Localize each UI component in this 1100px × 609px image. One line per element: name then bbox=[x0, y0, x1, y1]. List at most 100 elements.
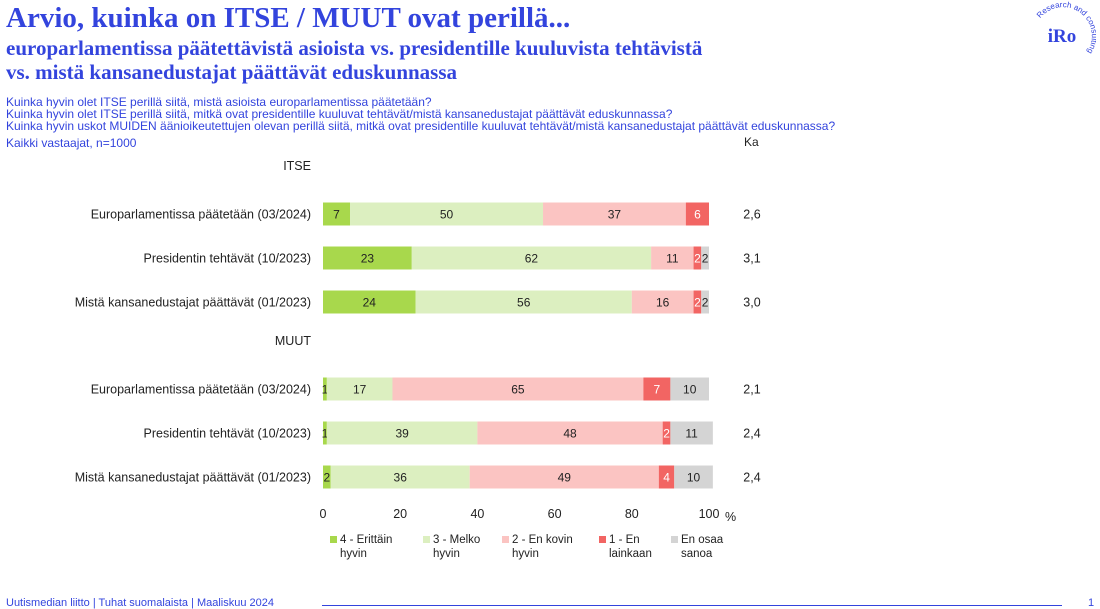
x-tick-label: 20 bbox=[393, 507, 407, 521]
footer-divider bbox=[322, 605, 1062, 606]
mean-value: 3,0 bbox=[743, 296, 760, 310]
data-label: 65 bbox=[511, 383, 525, 397]
data-label: 39 bbox=[395, 427, 409, 441]
category-label: Mistä kansanedustajat päättävät (01/2023… bbox=[75, 471, 311, 485]
data-label: 2 bbox=[702, 252, 709, 266]
mean-value: 2,4 bbox=[743, 471, 760, 485]
data-label: 7 bbox=[654, 383, 661, 397]
legend-label: 1 - En lainkaan bbox=[609, 534, 652, 560]
category-label: Presidentin tehtävät (10/2023) bbox=[144, 252, 311, 266]
data-label: 48 bbox=[563, 427, 577, 441]
page-title: Arvio, kuinka on ITSE / MUUT ovat perill… bbox=[6, 2, 571, 34]
bar-segment bbox=[323, 246, 412, 270]
x-tick-label: 40 bbox=[470, 507, 484, 521]
bar-segment bbox=[701, 290, 709, 314]
bar-segment bbox=[323, 202, 351, 226]
bar-segment bbox=[469, 465, 659, 489]
subtitle-line-1: europarlamentissa päätettävistä asioista… bbox=[6, 36, 703, 60]
legend-item: 3 - Melko hyvin bbox=[423, 533, 502, 561]
x-tick-label: 0 bbox=[320, 507, 327, 521]
bar-segment bbox=[670, 421, 713, 445]
bar-segment bbox=[658, 465, 675, 489]
data-label: 49 bbox=[558, 471, 572, 485]
data-label: 10 bbox=[683, 383, 697, 397]
bar-segment bbox=[326, 421, 478, 445]
page-subtitle: europarlamentissa päätettävistä asioista… bbox=[6, 36, 702, 84]
sample-description: Kaikki vastaajat, n=1000 bbox=[6, 136, 137, 150]
mean-value: 2,6 bbox=[743, 208, 760, 222]
bar-segment bbox=[323, 421, 327, 445]
legend-swatch bbox=[671, 536, 678, 543]
question-line-2: Kuinka hyvin olet ITSE perillä siitä, mi… bbox=[6, 107, 673, 121]
legend-item: 4 - Erittäin hyvin bbox=[330, 533, 423, 561]
data-label: 16 bbox=[656, 296, 670, 310]
bar-segment bbox=[323, 465, 331, 489]
data-label: 11 bbox=[685, 427, 698, 441]
bar-segment bbox=[693, 246, 702, 270]
data-label: 1 bbox=[322, 427, 329, 441]
group-label: MUUT bbox=[275, 334, 311, 348]
bar-segment bbox=[701, 246, 709, 270]
bar-segment bbox=[350, 202, 544, 226]
group-label: ITSE bbox=[283, 159, 311, 173]
legend-label: 3 - Melko hyvin bbox=[433, 534, 481, 560]
logo-text: iRo bbox=[1048, 26, 1077, 47]
legend-swatch bbox=[423, 536, 430, 543]
footer-source: Uutismedian liitto | Tuhat suomalaista |… bbox=[6, 597, 275, 609]
legend-item: 1 - En lainkaan bbox=[599, 533, 671, 561]
data-label: 50 bbox=[440, 208, 454, 222]
bar-segment bbox=[543, 202, 686, 226]
category-label: Mistä kansanedustajat päättävät (01/2023… bbox=[75, 296, 311, 310]
bar-segment bbox=[651, 246, 694, 270]
data-label: 2 bbox=[663, 427, 670, 441]
bar-segment bbox=[392, 377, 644, 401]
data-label: 2 bbox=[702, 296, 709, 310]
mean-column-header: Ka bbox=[744, 135, 759, 149]
legend-swatch bbox=[502, 536, 509, 543]
bar-segment bbox=[643, 377, 671, 401]
x-axis-unit: % bbox=[725, 510, 736, 524]
data-label: 17 bbox=[353, 383, 367, 397]
x-tick-label: 100 bbox=[699, 507, 720, 521]
data-label: 23 bbox=[361, 252, 375, 266]
data-label: 4 bbox=[663, 471, 670, 485]
data-label: 62 bbox=[525, 252, 539, 266]
data-label: 2 bbox=[324, 471, 331, 485]
data-label: 7 bbox=[333, 208, 340, 222]
legend-label: En osaa sanoa bbox=[681, 534, 724, 560]
bar-segment bbox=[662, 421, 671, 445]
legend-label: 4 - Erittäin hyvin bbox=[340, 534, 393, 560]
data-label: 1 bbox=[322, 383, 329, 397]
data-label: 36 bbox=[394, 471, 408, 485]
bar-segment bbox=[693, 290, 702, 314]
legend-swatch bbox=[330, 536, 337, 543]
data-label: 24 bbox=[363, 296, 377, 310]
chart-legend: 4 - Erittäin hyvin 3 - Melko hyvin 2 - En … bbox=[330, 533, 741, 561]
bar-segment bbox=[415, 290, 632, 314]
data-label: 10 bbox=[687, 471, 701, 485]
x-tick-label: 60 bbox=[548, 507, 562, 521]
iro-logo: Research and consulting iRo bbox=[1035, 0, 1096, 55]
mean-value: 3,1 bbox=[743, 252, 760, 266]
category-label: Presidentin tehtävät (10/2023) bbox=[144, 427, 311, 441]
bar-segment bbox=[685, 202, 709, 226]
question-line-1: Kuinka hyvin olet ITSE perillä siitä, mi… bbox=[6, 95, 432, 109]
data-label: 2 bbox=[694, 296, 701, 310]
bar-segment bbox=[477, 421, 663, 445]
data-label: 37 bbox=[608, 208, 622, 222]
data-label: 2 bbox=[694, 252, 701, 266]
x-tick-label: 80 bbox=[625, 507, 639, 521]
legend-label: 2 - En kovin hyvin bbox=[512, 534, 573, 560]
mean-value: 2,4 bbox=[743, 427, 760, 441]
bar-segment bbox=[631, 290, 694, 314]
data-label: 56 bbox=[517, 296, 531, 310]
bar-segment bbox=[330, 465, 470, 489]
data-label: 11 bbox=[666, 252, 679, 266]
category-label: Europarlamentissa päätetään (03/2024) bbox=[91, 383, 311, 397]
legend-swatch bbox=[599, 536, 606, 543]
data-label: 6 bbox=[694, 208, 701, 222]
bar-segment bbox=[411, 246, 652, 270]
page-number: 1 bbox=[1088, 597, 1095, 609]
bar-segment bbox=[326, 377, 393, 401]
